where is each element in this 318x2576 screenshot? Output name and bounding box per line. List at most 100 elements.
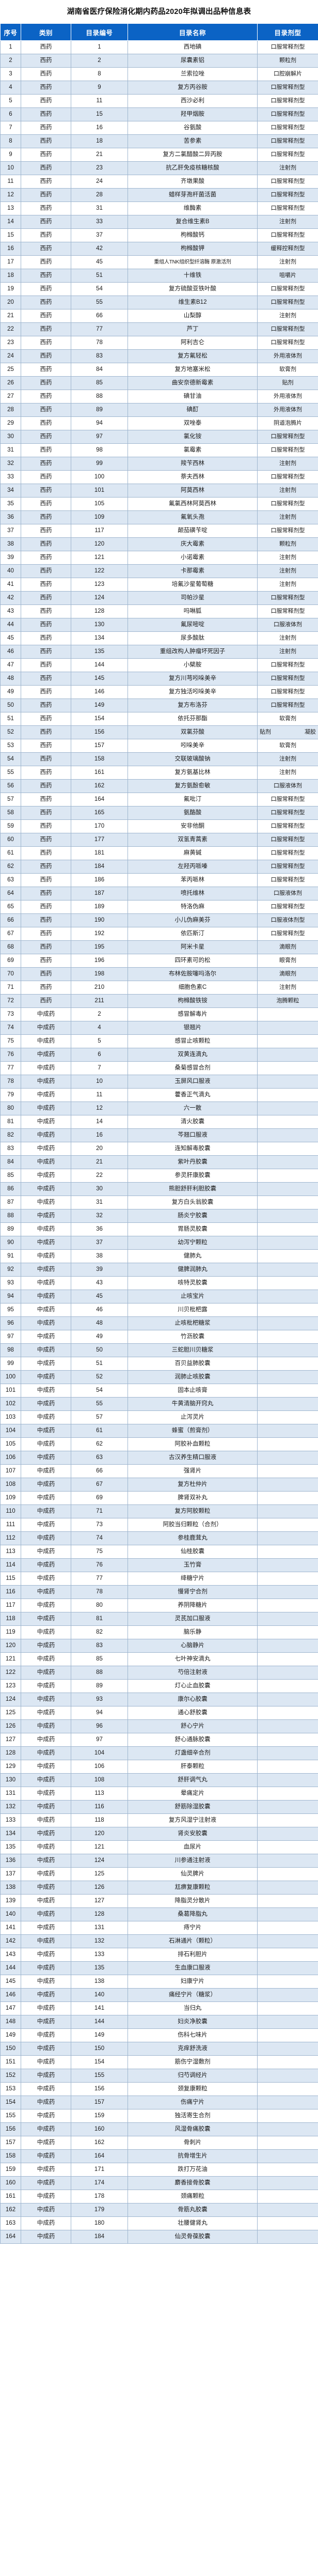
cell-form	[257, 1625, 318, 1640]
cell-category: 西药	[21, 390, 71, 404]
cell-category: 中成药	[21, 2190, 71, 2204]
cell-form	[257, 2109, 318, 2123]
table-row: 24 西药 83 复方氟轻松 外用液体剂	[0, 349, 318, 364]
cell-name: 枸橼酸铁铵	[128, 994, 258, 1008]
cell-category: 西药	[21, 940, 71, 955]
cell-form: 口服常释剂型	[257, 94, 318, 108]
cell-index: 78	[0, 1075, 21, 1089]
cell-index: 136	[0, 1854, 21, 1868]
table-row: 145 中成药 138 妇康宁片	[0, 1975, 318, 1989]
cell-form	[257, 1961, 318, 1976]
cell-index: 121	[0, 1652, 21, 1667]
cell-index: 70	[0, 967, 21, 982]
cell-code: 116	[71, 1800, 128, 1814]
cell-name: 维生素B12	[128, 296, 258, 310]
table-row: 53 西药 157 吲哚美辛 软膏剂	[0, 739, 318, 753]
cell-name: 排石利胆片	[128, 1948, 258, 1962]
cell-category: 西药	[21, 148, 71, 162]
cell-index: 113	[0, 1545, 21, 1559]
cell-code: 89	[71, 403, 128, 417]
cell-code: 21	[71, 1155, 128, 1170]
cell-category: 西药	[21, 349, 71, 364]
cell-name: 吲哚美辛	[128, 739, 258, 753]
cell-name: 阿胶补血颗粒	[128, 1437, 258, 1452]
cell-index: 107	[0, 1464, 21, 1479]
cell-code: 66	[71, 1464, 128, 1479]
cell-form	[257, 1907, 318, 1922]
cell-index: 54	[0, 752, 21, 767]
cell-index: 57	[0, 793, 21, 807]
cell-form	[257, 1666, 318, 1680]
cell-form: 注射剂	[257, 578, 318, 592]
cell-name: 舒筋除湿胶囊	[128, 1800, 258, 1814]
cell-category: 西药	[21, 81, 71, 95]
table-row: 33 西药 100 萘夫西林 口服常释剂型	[0, 470, 318, 485]
cell-code: 78	[71, 1585, 128, 1600]
cell-form: 咀嚼片	[257, 269, 318, 283]
cell-name: 竹沥胶囊	[128, 1330, 258, 1344]
cell-index: 3	[0, 67, 21, 82]
cell-category: 西药	[21, 578, 71, 592]
column-header-form: 目录剂型	[257, 23, 318, 41]
table-row: 57 西药 164 氟吡汀 口服常释剂型	[0, 793, 318, 807]
cell-index: 23	[0, 336, 21, 350]
table-row: 94 中成药 45 止咳宝片	[0, 1290, 318, 1304]
cell-code: 149	[71, 699, 128, 713]
table-row: 152 中成药 155 归芍调经片	[0, 2069, 318, 2083]
table-row: 104 中成药 61 蜂蜜（煎膏剂）	[0, 1424, 318, 1438]
cell-category: 中成药	[21, 1545, 71, 1559]
cell-name: 止咳枇杷糖浆	[128, 1316, 258, 1331]
cell-form	[257, 1276, 318, 1291]
cell-name: 血尿片	[128, 1840, 258, 1855]
table-row: 105 中成药 62 阿胶补血颗粒	[0, 1437, 318, 1452]
table-row: 56 西药 162 复方氨酚愈敏 口服液体剂	[0, 779, 318, 794]
cell-name: 颈痛颗粒	[128, 2190, 258, 2204]
cell-name: 庆大霉素	[128, 537, 258, 552]
table-row: 159 中成药 171 跌打万花油	[0, 2163, 318, 2177]
table-row: 71 西药 210 细胞色素C 注射剂	[0, 981, 318, 995]
table-row: 164 中成药 184 仙灵骨葆胶囊	[0, 2230, 318, 2244]
cell-category: 西药	[21, 134, 71, 149]
cell-code: 190	[71, 913, 128, 928]
cell-index: 24	[0, 349, 21, 364]
cell-index: 4	[0, 81, 21, 95]
cell-code: 198	[71, 967, 128, 982]
cell-form: 口服常释剂型	[257, 497, 318, 511]
cell-index: 130	[0, 1773, 21, 1788]
table-row: 79 中成药 11 藿香正气滴丸	[0, 1088, 318, 1103]
cell-name: 依匹斯汀	[128, 927, 258, 941]
table-row: 143 中成药 133 排石利胆片	[0, 1948, 318, 1962]
cell-form: 口服常释剂型	[257, 40, 318, 55]
cell-name: 山梨醇	[128, 309, 258, 323]
cell-index: 76	[0, 1048, 21, 1062]
cell-index: 1	[0, 40, 21, 55]
cell-index: 13	[0, 201, 21, 216]
cell-category: 西药	[21, 618, 71, 632]
cell-index: 2	[0, 54, 21, 68]
cell-form	[257, 1693, 318, 1707]
cell-category: 西药	[21, 699, 71, 713]
cell-form	[257, 1504, 318, 1519]
cell-name: 三蛇胆川贝糖浆	[128, 1343, 258, 1358]
cell-name: 培氟沙星葡萄糖	[128, 578, 258, 592]
cell-index: 102	[0, 1397, 21, 1411]
table-row: 128 中成药 104 灯盏细辛合剂	[0, 1746, 318, 1761]
cell-category: 中成药	[21, 1397, 71, 1411]
cell-name: 枸橼酸钙	[128, 228, 258, 243]
cell-form: 颗粒剂	[257, 54, 318, 68]
cell-index: 28	[0, 403, 21, 417]
table-row: 7 西药 16 谷氨酸 口服常释剂型	[0, 121, 318, 135]
table-row: 96 中成药 48 止咳枇杷糖浆	[0, 1316, 318, 1331]
table-row: 97 中成药 49 竹沥胶囊	[0, 1330, 318, 1344]
cell-name: 苦参素	[128, 134, 258, 149]
table-row: 91 中成药 38 健肺丸	[0, 1249, 318, 1264]
cell-code: 132	[71, 1934, 128, 1949]
table-row: 161 中成药 178 颈痛颗粒	[0, 2190, 318, 2204]
cell-name: 肾炎安胶囊	[128, 1827, 258, 1841]
cell-index: 115	[0, 1572, 21, 1586]
cell-name: 玉屏风口服液	[128, 1075, 258, 1089]
cell-name: 脾肾双补丸	[128, 1491, 258, 1506]
cell-index: 91	[0, 1249, 21, 1264]
table-row: 46 西药 135 重组改构人肿瘤坏死因子 注射剂	[0, 645, 318, 659]
cell-category: 西药	[21, 833, 71, 847]
